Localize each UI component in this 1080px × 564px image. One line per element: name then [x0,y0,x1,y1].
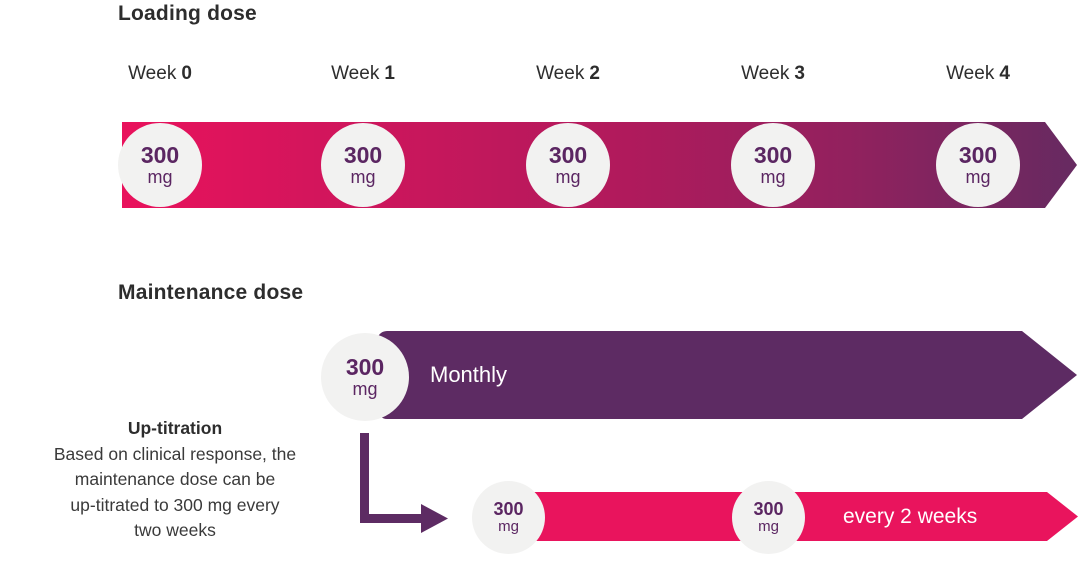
loading-dose-title: Loading dose [118,2,257,25]
week-label-3: Week 3 [741,63,805,85]
week-label-number: 0 [181,63,192,84]
maintenance-dose-arrow: Monthly [377,331,1022,419]
week-label-prefix: Week [331,63,380,84]
dose-unit: mg [350,166,376,187]
dose-amount: 300 [343,142,383,169]
monthly-label: Monthly [430,362,508,387]
uptitration-line: up-titrated to 300 mg every [70,494,280,515]
week-label-number: 3 [794,63,805,84]
week-label-number: 2 [589,63,600,84]
dose-circle-biweekly-1: 300 mg [472,481,545,554]
maintenance-arrowhead [1022,331,1077,419]
dose-amount: 300 [958,142,998,169]
dose-amount: 300 [753,142,793,169]
dose-unit: mg [555,166,581,187]
week-label-prefix: Week [946,63,995,84]
week-label-number: 4 [999,63,1010,84]
dose-circle-week1: 300 mg [321,123,405,207]
week-label-prefix: Week [741,63,790,84]
dose-unit: mg [498,518,519,536]
dose-unit: mg [147,166,173,187]
uptitration-note: Up-titration Based on clinical response,… [15,416,335,544]
dose-amount: 300 [345,354,385,381]
every-2-weeks-label: every 2 weeks [843,504,978,528]
dose-circle-week3: 300 mg [731,123,815,207]
maintenance-dose-title: Maintenance dose [118,281,304,304]
uptitration-line: maintenance dose can be [74,469,276,489]
dose-circle-week0: 300 mg [118,123,202,207]
uptitration-title: Up-titration [127,418,223,438]
uptitration-line: two weeks [134,520,216,540]
dose-circle-week4: 300 mg [936,123,1020,207]
dose-circle-week2: 300 mg [526,123,610,207]
dose-circle-biweekly-2: 300 mg [732,481,805,554]
elbow-arrowhead-icon [421,504,448,533]
week-label-2: Week 2 [536,63,600,85]
dose-amount: 300 [753,499,784,520]
dose-amount: 300 [140,142,180,169]
week-label-prefix: Week [536,63,585,84]
elbow-arrow-horizontal [360,514,422,523]
dose-amount: 300 [548,142,588,169]
week-label-0: Week 0 [128,63,192,85]
week-label-4: Week 4 [946,63,1010,85]
dose-unit: mg [758,518,779,536]
dose-circle-maintenance: 300 mg [321,333,409,421]
week-label-prefix: Week [128,63,177,84]
dose-unit: mg [760,166,786,187]
dose-unit: mg [352,378,378,399]
week-label-number: 1 [384,63,395,84]
elbow-arrow-vertical [360,433,369,523]
week-label-1: Week 1 [331,63,395,85]
uptitration-line: Based on clinical response, the [53,443,297,464]
dose-amount: 300 [493,499,524,520]
dose-unit: mg [965,166,991,187]
